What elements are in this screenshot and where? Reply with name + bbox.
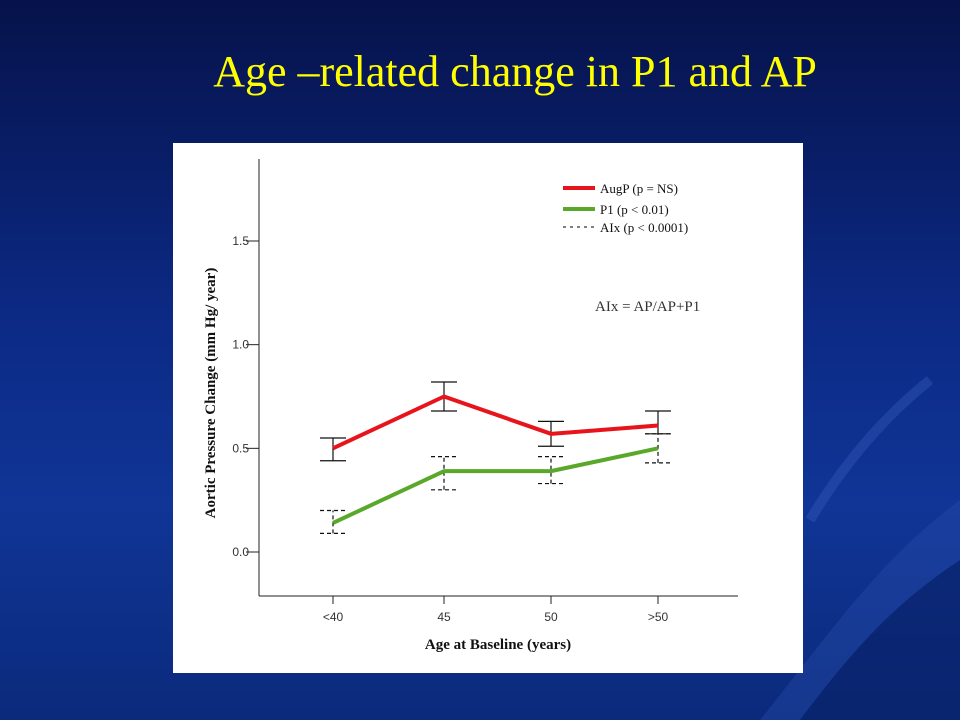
- series-line-augp: [332, 394, 659, 451]
- series-line-p1: [332, 446, 659, 525]
- error-bar-augp: [645, 410, 671, 435]
- chart-panel: 0.0 0.5 1.0 1.5 <40 45 50 >50 Aortic Pressure …: [173, 143, 803, 673]
- legend-label: P1 (p < 0.01): [600, 202, 669, 217]
- x-ticks: <40 45 50 >50: [323, 596, 669, 624]
- legend-label: AIx (p < 0.0001): [600, 220, 688, 235]
- x-tick-label: <40: [323, 610, 344, 624]
- slide-title: Age –related change in P1 and AP: [213, 47, 817, 96]
- x-axis-title: Age at Baseline (years): [425, 637, 571, 653]
- error-bar-augp: [320, 437, 346, 462]
- error-bar-p1: [320, 509, 346, 534]
- y-axis-title: Aortic Pressure Change (mm Hg/ year): [203, 268, 219, 519]
- legend: AugP (p = NS) P1 (p < 0.01) AIx (p < 0.000…: [563, 181, 688, 235]
- y-ticks: 0.0 0.5 1.0 1.5: [232, 234, 259, 559]
- series-layer: [320, 381, 671, 534]
- error-bar-p1: [538, 456, 564, 485]
- x-tick-label: 50: [544, 610, 558, 624]
- chart-svg: 0.0 0.5 1.0 1.5 <40 45 50 >50 Aortic Pressure …: [203, 159, 738, 653]
- x-tick-label: 45: [437, 610, 451, 624]
- y-tick-label: 1.5: [232, 234, 249, 248]
- x-tick-label: >50: [648, 610, 669, 624]
- annotation-aix-formula: AIx = AP/AP+P1: [595, 299, 700, 315]
- legend-label: AugP (p = NS): [600, 181, 678, 196]
- y-tick-label: 0.5: [232, 441, 249, 455]
- y-tick-label: 1.0: [232, 338, 249, 352]
- y-tick-label: 0.0: [232, 545, 249, 559]
